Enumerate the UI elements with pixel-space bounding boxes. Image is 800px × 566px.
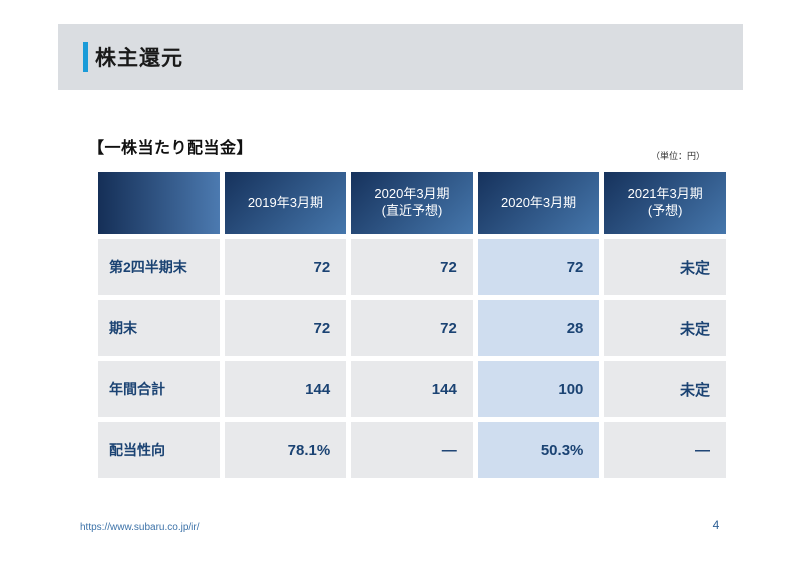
row-label: 年間合計: [98, 361, 220, 417]
page-title: 株主還元: [95, 47, 183, 70]
page-number: 4: [712, 518, 720, 532]
row-label: 第2四半期末: [98, 239, 220, 295]
table-corner-cell: [98, 172, 220, 234]
title-accent-bar: [83, 42, 88, 72]
dividend-table: 2019年3月期 2020年3月期 (直近予想) 2020年3月期 2021年3月期 …: [98, 172, 726, 478]
table-cell: 72: [224, 239, 347, 295]
unit-note: （単位：円）: [650, 151, 705, 161]
table-cell: —: [351, 422, 473, 478]
table-cell: 144: [224, 361, 347, 417]
slide-header: 株主還元: [58, 24, 743, 90]
table-cell: 72: [351, 300, 473, 356]
row-label: 期末: [98, 300, 220, 356]
column-header: 2020年3月期 (直近予想): [351, 172, 473, 234]
table-cell: 50.3%: [477, 422, 600, 478]
row-label: 配当性向: [98, 422, 220, 478]
table-cell: —: [604, 422, 726, 478]
table-cell: 78.1%: [224, 422, 347, 478]
table-heading: 【一株当たり配当金】: [88, 140, 254, 157]
table-cell: 未定: [604, 300, 726, 356]
table-cell: 100: [477, 361, 600, 417]
table-cell: 未定: [604, 239, 726, 295]
footer-url-link[interactable]: https://www.subaru.co.jp/ir/: [80, 522, 200, 533]
table-cell: 72: [477, 239, 600, 295]
column-header: 2019年3月期: [224, 172, 347, 234]
table-cell: 72: [351, 239, 473, 295]
column-header: 2020年3月期: [477, 172, 600, 234]
column-header: 2021年3月期 (予想): [604, 172, 726, 234]
table-cell: 72: [224, 300, 347, 356]
table-cell: 28: [477, 300, 600, 356]
table-cell: 未定: [604, 361, 726, 417]
table-cell: 144: [351, 361, 473, 417]
